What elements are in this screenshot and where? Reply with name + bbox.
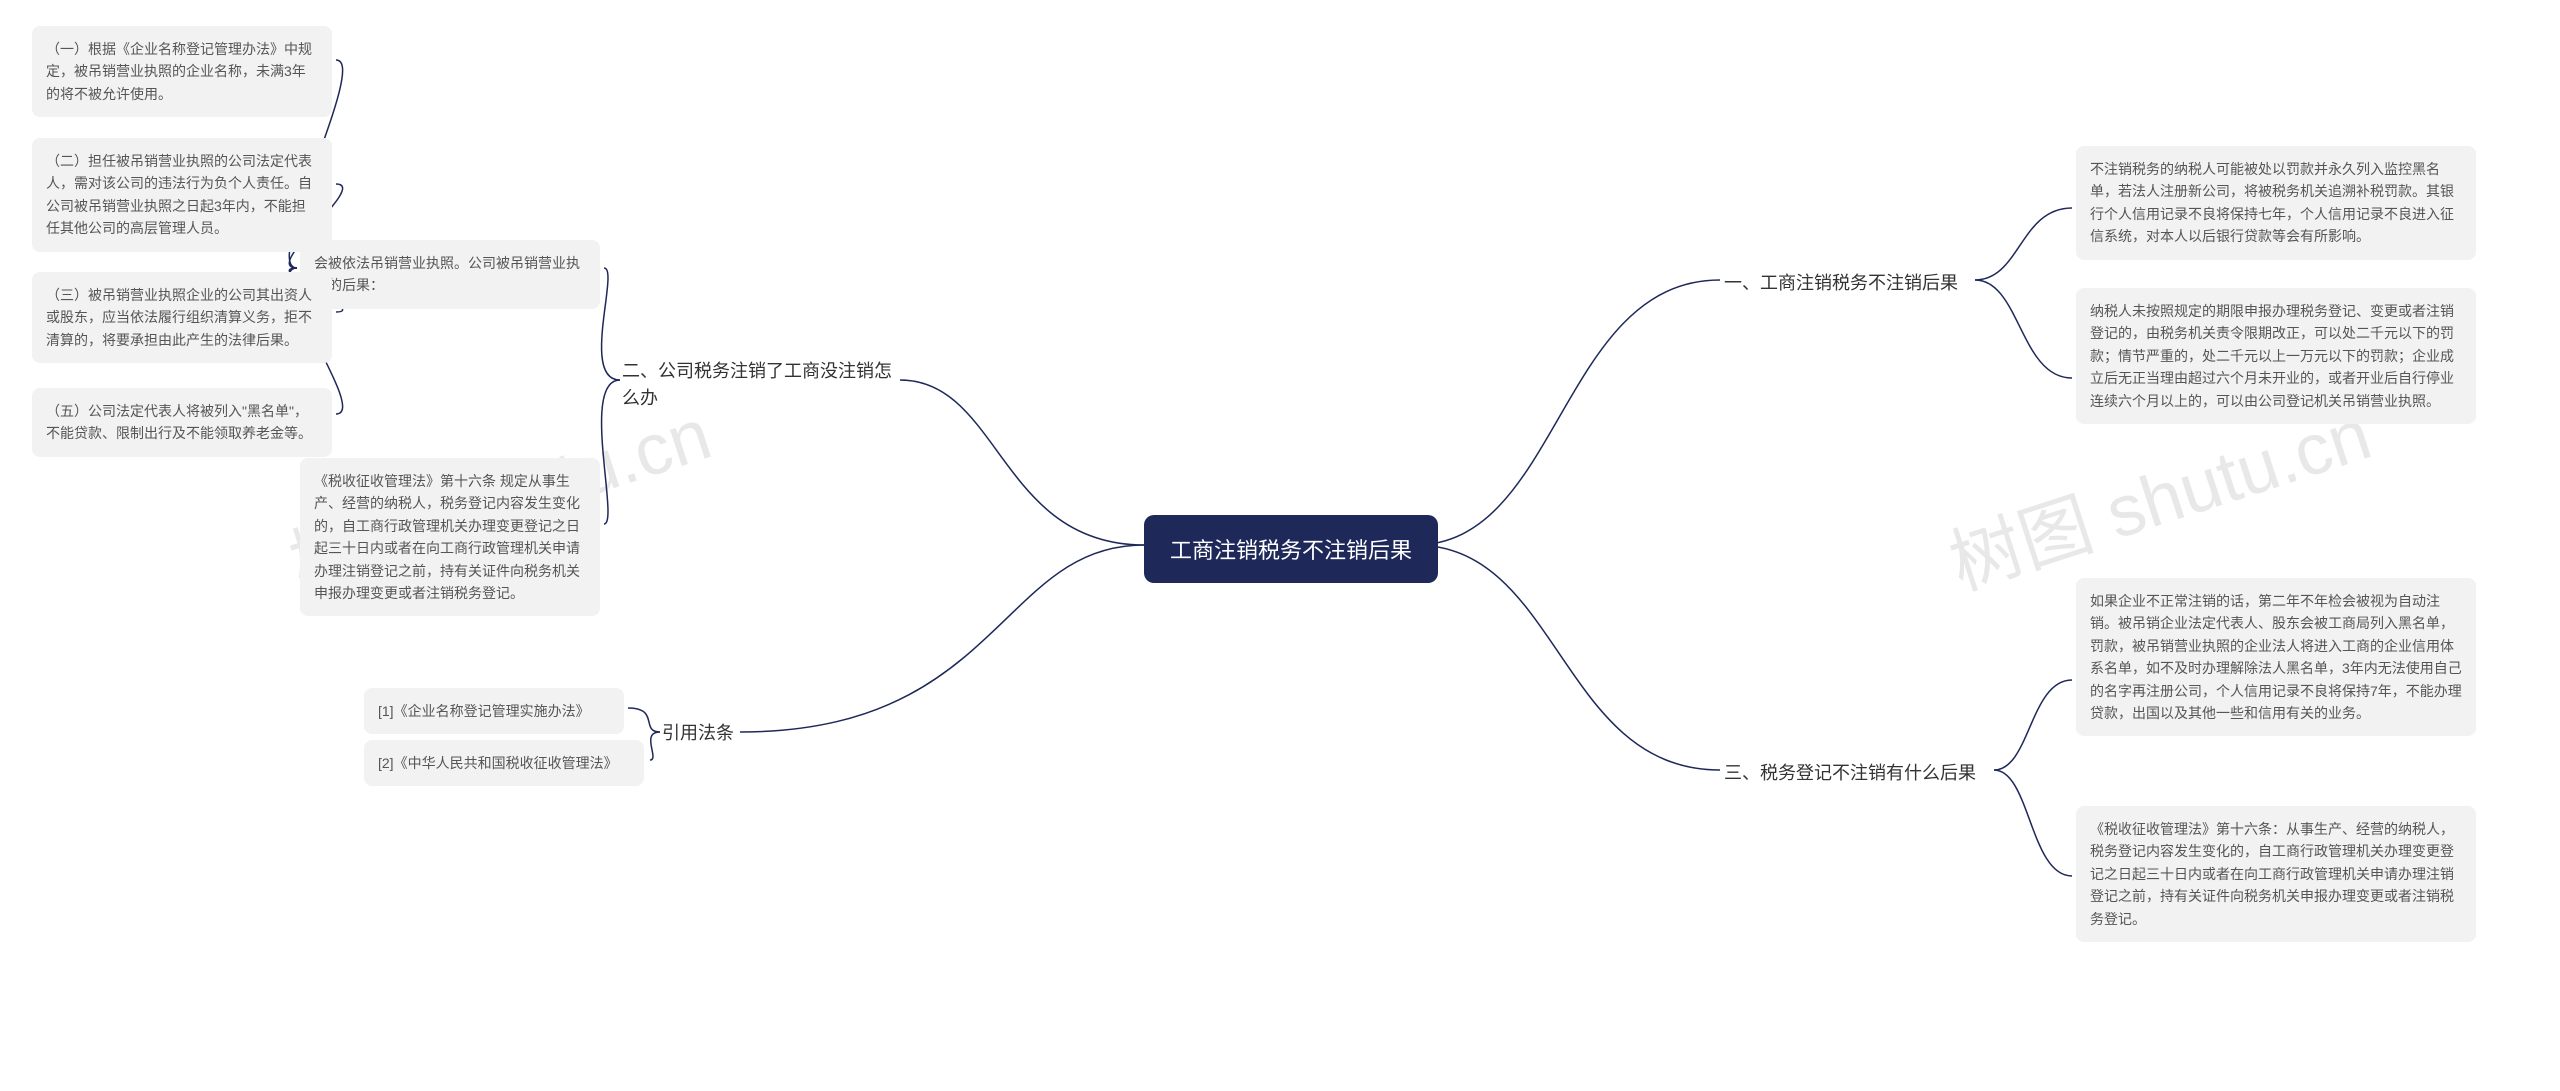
branch-1-leaf-1: 纳税人未按照规定的期限申报办理税务登记、变更或者注销登记的，由税务机关责令限期改… xyxy=(2076,288,2476,424)
branch-2-leaf-1: 《税收征收管理法》第十六条 规定从事生产、经营的纳税人，税务登记内容发生变化的，… xyxy=(300,458,600,616)
branch-3-leaf-0: 如果企业不正常注销的话，第二年不年检会被视为自动注销。被吊销企业法定代表人、股东… xyxy=(2076,578,2476,736)
branch-2: 二、公司税务注销了工商没注销怎么办 xyxy=(622,358,892,412)
branch-2-leaf-0: 会被依法吊销营业执照。公司被吊销营业执照的后果： xyxy=(300,240,600,309)
branch-2-leaf-0-child-0: （一）根据《企业名称登记管理办法》中规定，被吊销营业执照的企业名称，未满3年的将… xyxy=(32,26,332,117)
branch-2-leaf-0-child-3: （五）公司法定代表人将被列入"黑名单"，不能贷款、限制出行及不能领取养老金等。 xyxy=(32,388,332,457)
center-node: 工商注销税务不注销后果 xyxy=(1144,515,1438,583)
branch-2-leaf-0-child-1: （二）担任被吊销营业执照的公司法定代表人，需对该公司的违法行为负个人责任。自公司… xyxy=(32,138,332,252)
branch-2-leaf-0-child-2: （三）被吊销营业执照企业的公司其出资人或股东，应当依法履行组织清算义务，拒不清算… xyxy=(32,272,332,363)
branch-4-leaf-0: [1]《企业名称登记管理实施办法》 xyxy=(364,688,624,734)
branch-1: 一、工商注销税务不注销后果 xyxy=(1724,270,1958,297)
branch-3-leaf-1: 《税收征收管理法》第十六条：从事生产、经营的纳税人，税务登记内容发生变化的，自工… xyxy=(2076,806,2476,942)
branch-1-leaf-0: 不注销税务的纳税人可能被处以罚款并永久列入监控黑名单，若法人注册新公司，将被税务… xyxy=(2076,146,2476,260)
branch-3: 三、税务登记不注销有什么后果 xyxy=(1724,760,1976,787)
branch-4-leaf-1: [2]《中华人民共和国税收征收管理法》 xyxy=(364,740,644,786)
branch-4: 引用法条 xyxy=(662,720,734,747)
